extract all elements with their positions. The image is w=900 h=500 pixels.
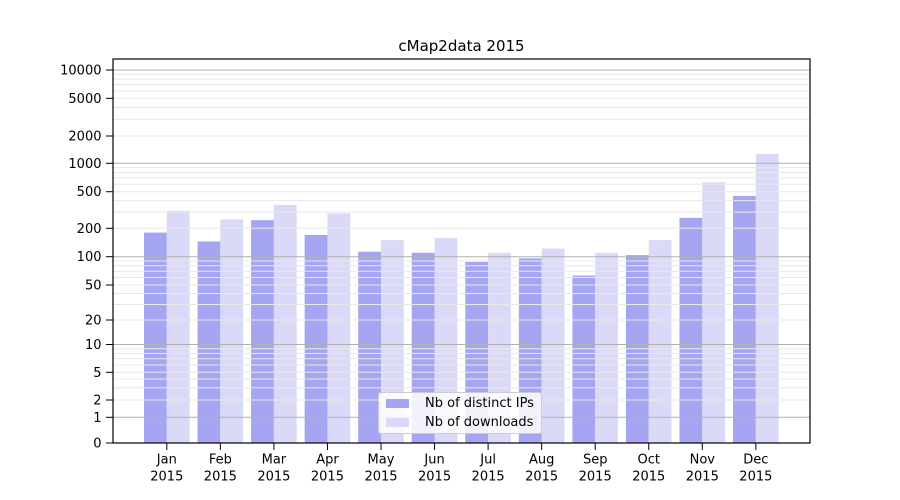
bar-feb-distinct-ips — [197, 241, 221, 443]
axes-spines — [112, 58, 811, 444]
y-tick-label: 500 — [77, 185, 102, 200]
y-tick-label: 20 — [85, 314, 102, 329]
y-tick-label: 1 — [93, 411, 101, 426]
y-tick-label: 1000 — [68, 157, 101, 172]
x-tick-label-month: Oct — [638, 453, 660, 468]
bar-jan-downloads — [166, 210, 190, 443]
y-tick-label: 50 — [85, 279, 102, 294]
legend: Nb of distinct IPs Nb of downloads — [378, 392, 542, 434]
x-tick-label-year: 2015 — [257, 470, 290, 485]
bar-jan-distinct-ips — [144, 232, 167, 443]
bar-aug-downloads — [541, 248, 565, 443]
bar-jun-downloads — [434, 237, 458, 443]
x-tick-label-month: Jun — [423, 453, 444, 468]
x-tick-label-year: 2015 — [632, 470, 665, 485]
x-tick-label-month: Aug — [529, 453, 554, 468]
legend-item-distinct-ips: Nb of distinct IPs — [379, 394, 541, 413]
chart-title: cMap2data 2015 — [398, 37, 525, 55]
bar-dec-distinct-ips — [733, 195, 756, 443]
x-tick-label-year: 2015 — [525, 470, 558, 485]
x-tick-label-year: 2015 — [364, 470, 397, 485]
bar-mar-distinct-ips — [251, 220, 274, 443]
legend-swatch-downloads — [386, 418, 409, 427]
y-tick-label: 200 — [77, 222, 102, 237]
y-tick-label: 10 — [85, 338, 102, 353]
x-tick-label-year: 2015 — [418, 470, 451, 485]
legend-swatch-distinct-ips — [386, 399, 409, 408]
bar-apr-downloads — [327, 213, 351, 443]
y-tick-label: 5000 — [68, 92, 101, 107]
x-tick-label-year: 2015 — [204, 470, 237, 485]
x-tick-label-year: 2015 — [311, 470, 344, 485]
legend-label-distinct-ips: Nb of distinct IPs — [425, 396, 534, 411]
x-tick-label-year: 2015 — [150, 470, 183, 485]
y-tick-label: 100 — [77, 250, 102, 265]
x-tick-label-month: May — [368, 453, 395, 468]
x-tick-label-year: 2015 — [472, 470, 505, 485]
bar-nov-downloads — [702, 182, 726, 443]
x-tick-label-year: 2015 — [579, 470, 612, 485]
y-tick-label: 2000 — [68, 130, 101, 145]
y-tick-label: 5 — [93, 366, 101, 381]
bar-nov-distinct-ips — [679, 217, 703, 443]
x-tick-label-month: Feb — [209, 453, 232, 468]
y-tick-label: 10000 — [60, 64, 101, 79]
x-tick-label-month: Dec — [743, 453, 768, 468]
x-tick-label-month: Apr — [316, 453, 339, 468]
bar-apr-distinct-ips — [304, 234, 328, 443]
x-tick-label-month: Sep — [583, 453, 608, 468]
bar-dec-downloads — [755, 153, 779, 444]
bar-sep-downloads — [595, 252, 618, 443]
legend-item-downloads: Nb of downloads — [379, 413, 541, 432]
y-tick-label: 2 — [93, 394, 101, 409]
x-tick-label-month: Jan — [156, 453, 177, 468]
x-tick-label-year: 2015 — [739, 470, 772, 485]
x-tick-label-month: Jul — [479, 453, 496, 468]
x-tick-label-month: Nov — [690, 453, 716, 468]
y-tick-label: 0 — [93, 437, 101, 452]
x-tick-label-month: Mar — [262, 453, 287, 468]
bar-may-distinct-ips — [358, 251, 381, 443]
legend-label-downloads: Nb of downloads — [425, 415, 534, 430]
bar-feb-downloads — [220, 219, 244, 443]
bar-oct-downloads — [648, 240, 672, 443]
x-tick-label-year: 2015 — [686, 470, 719, 485]
bar-mar-downloads — [273, 204, 297, 443]
